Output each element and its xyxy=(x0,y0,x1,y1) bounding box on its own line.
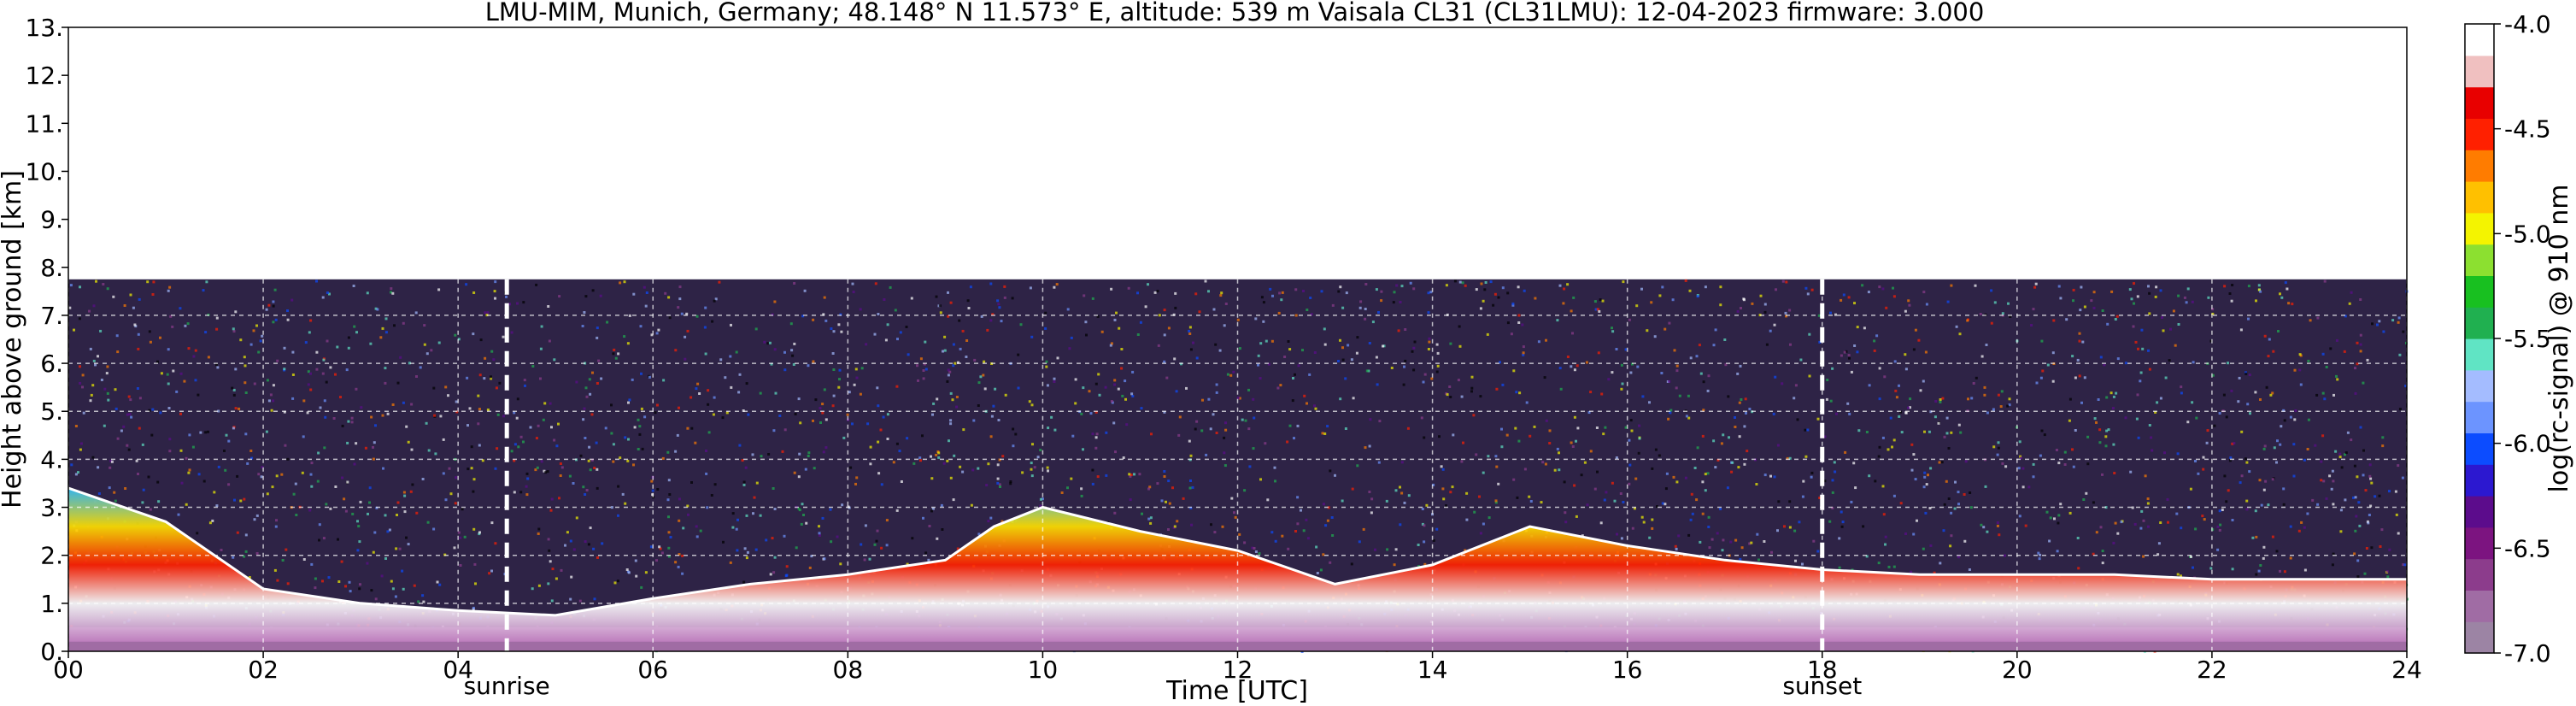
sunrise-label: sunrise xyxy=(464,672,550,700)
colorbar-swatch xyxy=(2465,244,2494,276)
y-tick-label: 9. xyxy=(40,206,63,234)
sun-markers xyxy=(504,279,1825,651)
x-tick-label: 12 xyxy=(1223,656,1253,684)
colorbar-swatch xyxy=(2465,181,2494,214)
plot-area xyxy=(67,26,2409,653)
x-tick-label: 06 xyxy=(637,656,668,684)
x-tick-label: 14 xyxy=(1417,656,1448,684)
chart-title: LMU-MIM, Munich, Germany; 48.148° N 11.5… xyxy=(485,0,1985,26)
x-axis: 00 02 04 06 08 10 12 14 16 18 20 22 24 xyxy=(53,651,2422,684)
sunset-label: sunset xyxy=(1782,672,1862,700)
x-tick-label: 08 xyxy=(833,656,864,684)
colorbar-swatch xyxy=(2465,432,2494,465)
y-tick-label: 7. xyxy=(40,302,63,330)
colorbar-tick-label: -5.5 xyxy=(2504,325,2551,353)
y-tick-label: 10. xyxy=(25,157,63,185)
colorbar: -4.0 -4.5 -5.0 -5.5 -6.0 -6.5 -7.0 log(rc-sign… xyxy=(2464,10,2574,668)
colorbar-swatch xyxy=(2465,24,2494,56)
aerosol-top-line xyxy=(67,486,2407,617)
x-tick-label: 16 xyxy=(1612,656,1643,684)
colorbar-swatch xyxy=(2465,150,2494,182)
x-tick-label: 00 xyxy=(53,656,84,684)
colorbar-swatch xyxy=(2465,338,2494,371)
y-axis: 0. 1. 2. 3. 4. 5. 6. 7. 8. 9. 10. 11. 12. 13. xyxy=(25,14,68,666)
x-tick-label: 04 xyxy=(443,656,473,684)
y-tick-label: 8. xyxy=(40,254,63,282)
y-tick-label: 5. xyxy=(40,397,63,426)
colorbar-swatch xyxy=(2465,590,2494,622)
colorbar-tick-label: -6.5 xyxy=(2504,534,2551,562)
colorbar-swatch xyxy=(2465,621,2494,654)
x-tick-label: 22 xyxy=(2197,656,2227,684)
colorbar-tick-label: -5.0 xyxy=(2504,220,2551,248)
y-tick-label: 11. xyxy=(25,109,63,138)
x-axis-title: Time [UTC] xyxy=(1165,676,1308,706)
colorbar-swatch xyxy=(2465,275,2494,308)
colorbar-ticks: -4.0 -4.5 -5.0 -5.5 -6.0 -6.5 -7.0 xyxy=(2494,10,2551,668)
colorbar-tick-label: -4.5 xyxy=(2504,115,2551,144)
colorbar-swatch xyxy=(2465,558,2494,591)
colorbar-swatch xyxy=(2465,86,2494,119)
y-tick-label: 2. xyxy=(40,542,63,570)
x-tick-label: 20 xyxy=(2002,656,2033,684)
y-tick-label: 12. xyxy=(25,62,63,90)
colorbar-title: log(rc-signal) @ 910 nm xyxy=(2544,185,2574,493)
colorbar-swatch xyxy=(2465,369,2494,403)
colorbar-swatch xyxy=(2465,401,2494,433)
colorbar-swatch xyxy=(2465,212,2494,245)
colorbar-tick-label: -6.0 xyxy=(2504,430,2551,458)
y-tick-label: 13. xyxy=(25,14,63,42)
x-tick-label: 02 xyxy=(248,656,279,684)
y-tick-label: 6. xyxy=(40,350,63,378)
colorbar-swatch xyxy=(2465,464,2494,497)
x-tick-label: 18 xyxy=(1807,656,1838,684)
y-tick-label: 0. xyxy=(40,638,63,666)
sun-labels: sunrise sunset xyxy=(464,672,1863,700)
colorbar-swatch xyxy=(2465,55,2494,88)
colorbar-swatch xyxy=(2465,307,2494,339)
colorbar-tick-label: -4.0 xyxy=(2504,10,2551,38)
y-tick-label: 3. xyxy=(40,494,63,522)
x-tick-label: 10 xyxy=(1028,656,1059,684)
x-tick-label: 24 xyxy=(2391,656,2422,684)
colorbar-swatch xyxy=(2465,527,2494,560)
y-tick-label: 1. xyxy=(40,590,63,618)
y-axis-title: Height above ground [km] xyxy=(0,170,27,509)
grid-lines xyxy=(67,279,2408,651)
colorbar-swatch xyxy=(2465,496,2494,528)
colorbar-tick-label: -7.0 xyxy=(2504,639,2551,668)
colorbar-swatches xyxy=(2465,24,2494,654)
y-tick-label: 4. xyxy=(40,445,63,474)
colorbar-swatch xyxy=(2465,118,2494,150)
